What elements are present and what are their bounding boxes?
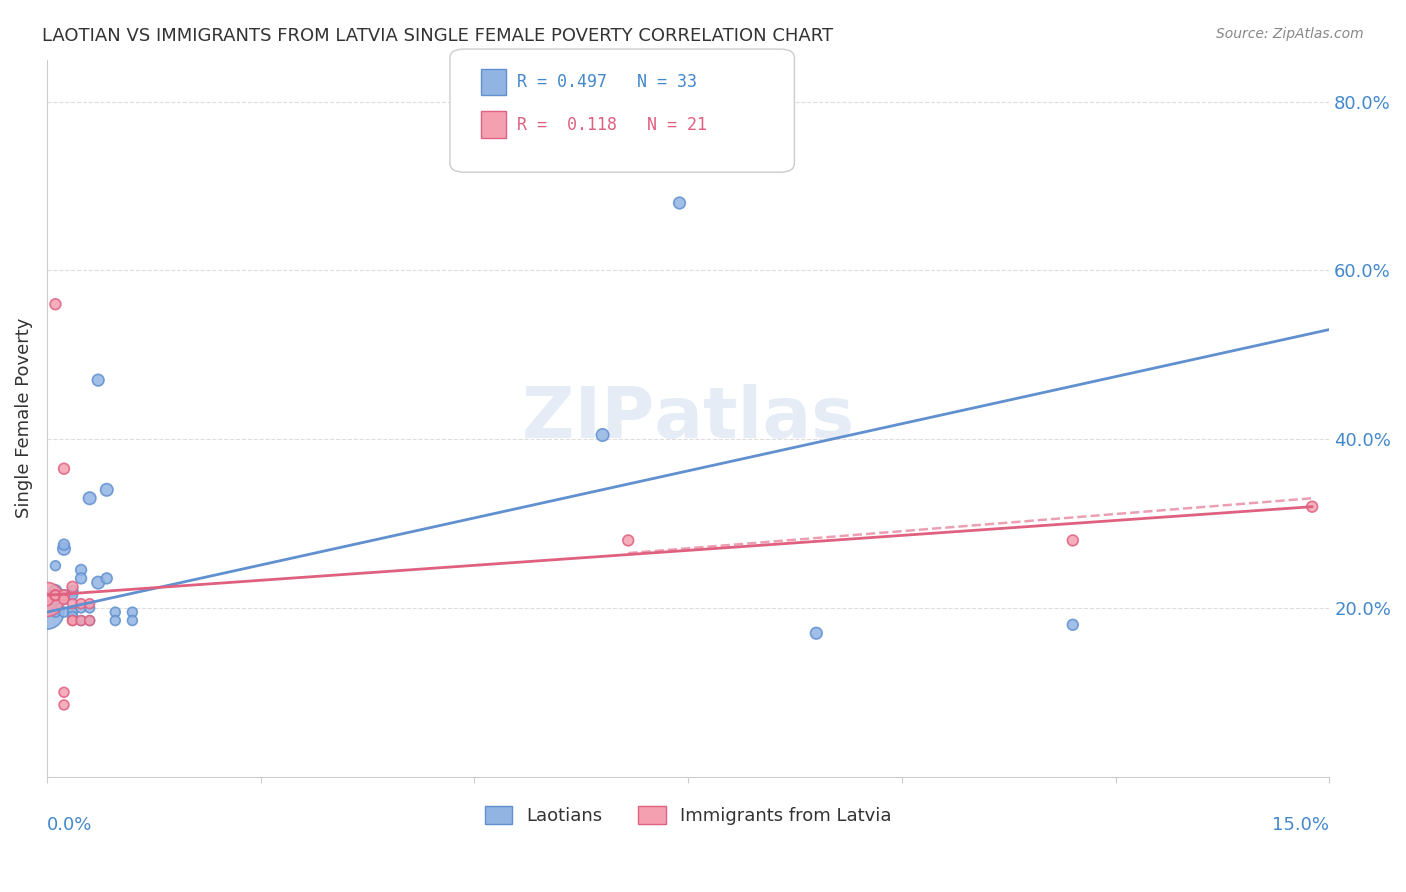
Point — [79, 614, 101, 628]
Point — [53, 588, 76, 602]
Point — [104, 614, 127, 628]
Point — [62, 609, 84, 624]
Text: 0.0%: 0.0% — [46, 816, 93, 834]
Point — [121, 614, 143, 628]
Point — [35, 592, 58, 607]
Point — [70, 601, 93, 615]
Text: R =  0.118   N = 21: R = 0.118 N = 21 — [517, 116, 707, 134]
Point — [1301, 500, 1323, 514]
Point — [806, 626, 828, 640]
Point — [53, 588, 76, 602]
Text: R = 0.497   N = 33: R = 0.497 N = 33 — [517, 73, 697, 91]
Point — [668, 196, 690, 211]
Point — [87, 373, 110, 387]
Point — [53, 592, 76, 607]
Point — [70, 597, 93, 611]
Text: ZIP​atlas: ZIP​atlas — [522, 384, 853, 452]
Text: LAOTIAN VS IMMIGRANTS FROM LATVIA SINGLE FEMALE POVERTY CORRELATION CHART: LAOTIAN VS IMMIGRANTS FROM LATVIA SINGLE… — [42, 27, 834, 45]
Point — [1062, 617, 1084, 632]
Point — [62, 580, 84, 594]
Text: 15.0%: 15.0% — [1272, 816, 1329, 834]
Point — [53, 592, 76, 607]
Point — [96, 483, 118, 497]
Point — [35, 592, 58, 607]
Point — [592, 428, 614, 442]
Point — [62, 614, 84, 628]
Point — [53, 698, 76, 712]
Point — [79, 601, 101, 615]
Point — [79, 491, 101, 506]
Point — [62, 584, 84, 599]
Point — [53, 541, 76, 556]
Point — [53, 538, 76, 552]
Point — [96, 571, 118, 585]
Point — [62, 605, 84, 619]
Point — [70, 571, 93, 585]
Point — [44, 297, 66, 311]
Point — [44, 588, 66, 602]
Point — [62, 597, 84, 611]
Point — [44, 584, 66, 599]
Point — [62, 614, 84, 628]
Point — [121, 605, 143, 619]
Point — [79, 597, 101, 611]
Point — [35, 605, 58, 619]
Point — [44, 605, 66, 619]
Point — [87, 575, 110, 590]
Point — [617, 533, 640, 548]
Point — [70, 614, 93, 628]
Point — [53, 685, 76, 699]
Point — [62, 588, 84, 602]
Point — [53, 605, 76, 619]
Y-axis label: Single Female Poverty: Single Female Poverty — [15, 318, 32, 518]
Point — [104, 605, 127, 619]
Point — [53, 461, 76, 475]
Point — [70, 563, 93, 577]
Point — [44, 588, 66, 602]
Point — [1062, 533, 1084, 548]
Point — [70, 614, 93, 628]
Point — [44, 592, 66, 607]
Point — [79, 614, 101, 628]
Point — [44, 558, 66, 573]
Legend: Laotians, Immigrants from Latvia: Laotians, Immigrants from Latvia — [478, 798, 898, 832]
Text: Source: ZipAtlas.com: Source: ZipAtlas.com — [1216, 27, 1364, 41]
